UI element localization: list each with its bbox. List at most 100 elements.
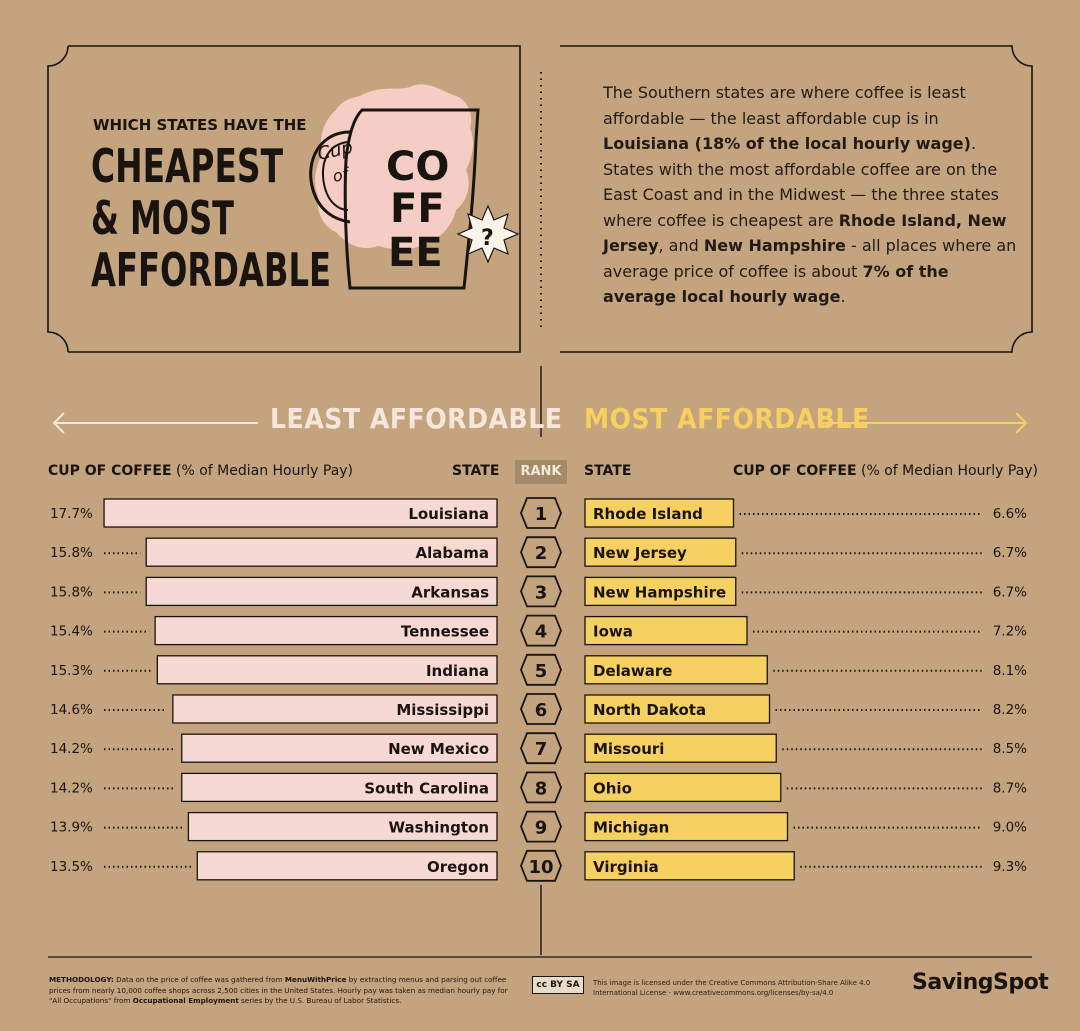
right-frame xyxy=(560,45,1033,353)
intro-bold-new-hampshire: New Hampshire xyxy=(703,236,846,255)
left-cup-header-light: (% of Median Hourly Pay) xyxy=(171,463,354,479)
most-bar xyxy=(584,576,737,607)
rank-badge xyxy=(520,536,562,569)
most-state-label: Virginia xyxy=(593,858,659,876)
rank-badge xyxy=(520,771,562,804)
most-value-label: 8.1% xyxy=(993,663,1027,679)
header-line2: & MOST xyxy=(91,191,234,245)
least-state-label: Arkansas xyxy=(411,583,489,601)
methodology-text-2: by extracting menus and parsing out coff… xyxy=(49,975,508,1005)
least-bar xyxy=(172,694,498,724)
rank-badge xyxy=(520,849,562,882)
least-value-label: 15.8% xyxy=(50,545,93,561)
most-value-label: 7.2% xyxy=(993,624,1027,640)
least-bar xyxy=(145,576,498,607)
most-value-label: 8.7% xyxy=(993,780,1027,796)
intro-text-6: . xyxy=(840,287,846,306)
most-value-label: 6.6% xyxy=(993,506,1027,522)
least-state-label: Indiana xyxy=(426,662,489,680)
methodology-note: METHODOLOGY: Data on the price of coffee… xyxy=(49,975,509,1007)
intro-bold-seven-percent: 7% of the average local hourly wage xyxy=(603,261,949,307)
most-value-label: 8.5% xyxy=(993,741,1027,757)
least-bar xyxy=(103,498,498,528)
least-state-label: Louisiana xyxy=(408,505,489,523)
least-bar xyxy=(181,733,498,763)
rank-header: RANK xyxy=(515,460,567,484)
most-bar xyxy=(584,772,782,803)
most-value-label: 6.7% xyxy=(993,545,1027,561)
most-bar xyxy=(584,694,771,724)
right-cup-header: CUP OF COFFEE (% of Median Hourly Pay) xyxy=(733,463,1038,479)
methodology-text-3: series by the U.S. Bureau of Labor Stati… xyxy=(238,996,402,1005)
rank-number: 4 xyxy=(535,622,548,643)
least-bar xyxy=(156,655,498,685)
least-state-label: Mississippi xyxy=(396,701,489,719)
cc-license-badge: cc BY SA xyxy=(532,976,584,994)
least-state-label: Alabama xyxy=(416,544,489,562)
least-bar xyxy=(181,772,498,803)
least-value-label: 15.8% xyxy=(50,584,93,600)
rank-number: 2 xyxy=(535,543,548,564)
header-kicker: WHICH STATES HAVE THE xyxy=(93,116,307,134)
rank-number: 3 xyxy=(535,582,548,603)
rank-number: 6 xyxy=(535,700,548,721)
coffee-ee: EE xyxy=(388,230,443,276)
least-bar xyxy=(145,537,498,567)
intro-text-4: , and xyxy=(658,236,704,255)
left-state-header: STATE xyxy=(452,463,500,479)
most-bar xyxy=(584,615,748,646)
most-state-label: Michigan xyxy=(593,819,669,837)
most-bar xyxy=(584,733,777,763)
most-value-label: 6.7% xyxy=(993,584,1027,600)
right-arrow-icon xyxy=(820,412,1028,434)
methodology-text-1: Data on the price of coffee was gathered… xyxy=(113,975,285,984)
license-text: This image is licensed under the Creativ… xyxy=(593,979,871,997)
left-cup-header-bold: CUP OF COFFEE xyxy=(48,463,172,479)
least-value-label: 15.3% xyxy=(50,663,93,679)
starburst-shape xyxy=(456,204,520,264)
intro-text-1: The Southern states are where coffee is … xyxy=(603,83,966,128)
rank-badge xyxy=(520,693,562,725)
rank-number: 7 xyxy=(535,739,548,760)
least-value-label: 14.6% xyxy=(50,702,93,718)
header-line1: CHEAPEST xyxy=(91,139,283,193)
rank-number: 10 xyxy=(528,857,553,878)
most-state-label: Ohio xyxy=(593,779,632,797)
most-bar xyxy=(584,655,768,685)
most-state-label: Missouri xyxy=(593,740,664,758)
rank-badge xyxy=(520,653,562,686)
rank-number: 1 xyxy=(535,504,548,525)
most-state-label: North Dakota xyxy=(593,701,706,719)
most-bar xyxy=(584,498,735,528)
most-affordable-title: MOST AFFORDABLE xyxy=(584,402,870,435)
least-state-label: South Carolina xyxy=(364,779,489,797)
rank-number: 8 xyxy=(535,778,548,799)
rank-badge xyxy=(520,732,562,765)
least-state-label: New Mexico xyxy=(388,740,489,758)
least-state-label: Tennessee xyxy=(401,623,489,641)
left-cup-header: CUP OF COFFEE (% of Median Hourly Pay) xyxy=(48,463,353,479)
least-value-label: 17.7% xyxy=(50,506,93,522)
most-state-label: Rhode Island xyxy=(593,505,703,523)
left-arrow-icon xyxy=(52,412,258,434)
coffee-cup-icon xyxy=(309,84,520,290)
question-mark: ? xyxy=(481,226,494,251)
least-state-label: Oregon xyxy=(427,858,489,876)
most-state-label: Delaware xyxy=(593,662,672,680)
header-line3: AFFORDABLE xyxy=(91,243,331,297)
most-value-label: 8.2% xyxy=(993,702,1027,718)
pink-splash-shape xyxy=(315,84,473,250)
methodology-bold-1: MenuWithPrice xyxy=(284,975,347,984)
least-value-label: 14.2% xyxy=(50,780,93,796)
most-bar xyxy=(584,537,737,567)
most-state-label: New Hampshire xyxy=(593,583,726,601)
coffee-ff: FF xyxy=(390,186,445,232)
least-bar xyxy=(154,615,498,646)
least-affordable-title: LEAST AFFORDABLE xyxy=(270,402,563,435)
rank-number: 5 xyxy=(535,661,548,682)
least-value-label: 13.9% xyxy=(50,820,93,836)
most-state-label: Iowa xyxy=(593,623,633,641)
intro-text-2: . States with the most affordable coffee… xyxy=(603,134,1000,230)
least-value-label: 15.4% xyxy=(50,624,93,640)
